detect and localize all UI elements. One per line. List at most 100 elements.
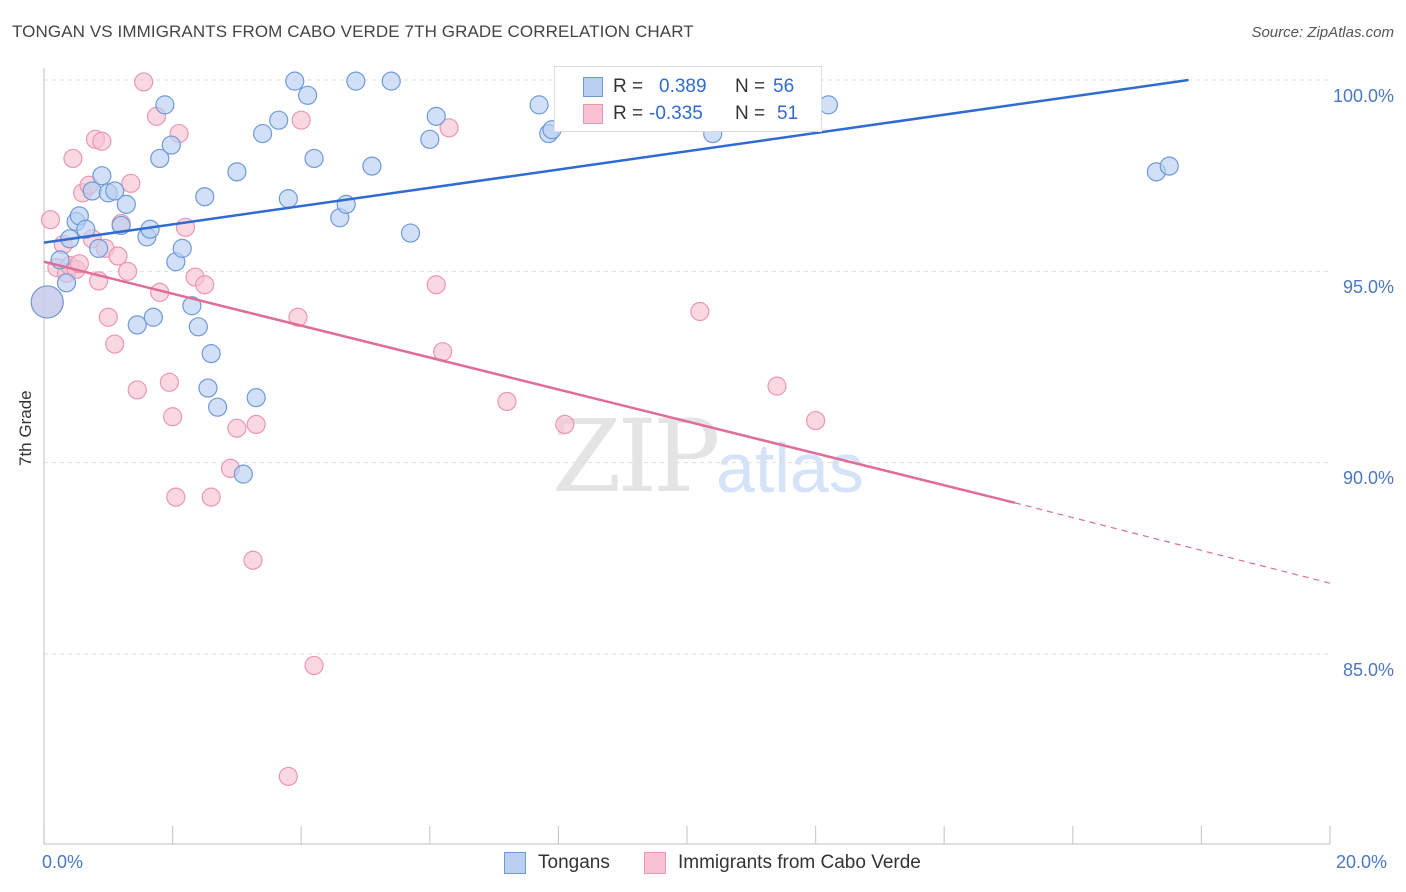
tongans-point bbox=[362, 156, 382, 176]
cabo-verde-point bbox=[304, 655, 324, 676]
tongans-point bbox=[304, 148, 324, 169]
tongans-point bbox=[56, 273, 77, 293]
tongans-point bbox=[818, 95, 839, 115]
y-tick-label: 100.0% bbox=[1332, 86, 1394, 106]
legend-swatch-cabo-verde bbox=[644, 852, 666, 874]
cabo-verde-point bbox=[243, 550, 263, 570]
cabo-verde-point bbox=[288, 307, 308, 327]
tongans-point bbox=[381, 71, 401, 91]
tongans-point bbox=[150, 148, 170, 169]
x-tick-label-max: 20.0% bbox=[1336, 852, 1388, 872]
cabo-verde-point bbox=[195, 275, 215, 295]
trend-line-extension bbox=[1014, 502, 1331, 584]
watermark-zip: ZIP bbox=[552, 398, 720, 515]
cabo-verde-point bbox=[767, 376, 787, 396]
tongans-point bbox=[116, 194, 136, 214]
cabo-verde-point bbox=[227, 418, 247, 438]
tongans-point bbox=[269, 110, 289, 130]
legend-swatch-tongans bbox=[504, 852, 526, 874]
tongans-point bbox=[182, 296, 202, 316]
cabo-verde-point bbox=[166, 487, 186, 507]
tongans-point bbox=[161, 135, 181, 155]
tongans-point bbox=[201, 344, 221, 364]
cabo-verde-point bbox=[555, 414, 575, 434]
legend-swatch-tongans bbox=[583, 77, 603, 97]
cabo-verde-point bbox=[108, 246, 128, 266]
tongans-point bbox=[285, 71, 305, 91]
cabo-verde-point bbox=[805, 410, 826, 431]
trend-line bbox=[43, 260, 1016, 505]
tongans-point bbox=[76, 219, 96, 239]
tongans-point bbox=[30, 285, 64, 319]
legend-r-value: 0.389 bbox=[659, 76, 707, 97]
tongans-point bbox=[198, 378, 218, 398]
legend-item-tongans: Tongans bbox=[504, 852, 610, 874]
tongans-point bbox=[253, 123, 273, 144]
y-axis-label: 7th Grade bbox=[16, 390, 35, 466]
y-tick-label: 95.0% bbox=[1342, 277, 1394, 297]
legend-item-cabo-verde: Immigrants from Cabo Verde bbox=[644, 852, 921, 874]
cabo-verde-point bbox=[497, 391, 517, 412]
legend-swatch-cabo-verde bbox=[583, 104, 603, 124]
cabo-verde-point bbox=[159, 372, 179, 392]
legend-label-tongans: Tongans bbox=[538, 852, 610, 873]
cabo-verde-point bbox=[278, 766, 298, 787]
tongans-point bbox=[246, 388, 266, 408]
trend-line bbox=[43, 78, 1189, 244]
tongans-point bbox=[143, 307, 163, 327]
tongans-point bbox=[233, 464, 253, 484]
cabo-verde-point bbox=[40, 210, 61, 230]
tongans-point bbox=[278, 189, 298, 209]
tongans-point bbox=[529, 95, 549, 115]
legend-r-value: -0.335 bbox=[649, 103, 703, 124]
watermark-atlas: atlas bbox=[716, 429, 864, 507]
legend-n-label: N = bbox=[735, 103, 766, 124]
tongans-point bbox=[1159, 156, 1179, 176]
source-label: Source: ZipAtlas.com bbox=[1251, 24, 1394, 41]
cabo-verde-point bbox=[690, 301, 710, 322]
cabo-verde-point bbox=[117, 261, 138, 281]
cabo-verde-point bbox=[121, 173, 141, 193]
tongans-point bbox=[298, 85, 318, 105]
cabo-verde-point bbox=[92, 131, 112, 151]
y-tick-label: 90.0% bbox=[1342, 468, 1394, 488]
legend-n-label: N = bbox=[735, 76, 766, 97]
tongans-point bbox=[155, 95, 175, 115]
tongans-point bbox=[195, 187, 215, 207]
tongans-point bbox=[105, 181, 125, 201]
tongans-point bbox=[426, 106, 446, 126]
legend-n-value: 51 bbox=[777, 103, 799, 124]
axes bbox=[43, 68, 1331, 845]
series-tongans-points bbox=[30, 71, 1179, 484]
tongans-point bbox=[188, 317, 208, 337]
cabo-verde-point bbox=[105, 334, 125, 354]
cabo-verde-point bbox=[201, 487, 221, 507]
cabo-verde-point bbox=[63, 148, 83, 169]
cabo-verde-point bbox=[127, 380, 147, 400]
tongans-point bbox=[89, 238, 109, 258]
cabo-verde-point bbox=[426, 275, 446, 295]
tongans-point bbox=[172, 238, 192, 258]
tongans-point bbox=[227, 162, 247, 182]
x-tick-label-min: 0.0% bbox=[42, 852, 84, 872]
cabo-verde-point bbox=[98, 307, 118, 327]
stats-legend: R = 0.389 N = 56 R = -0.335 N = 51 bbox=[554, 66, 822, 132]
cabo-verde-point bbox=[134, 72, 154, 92]
tongans-point bbox=[400, 223, 421, 243]
trend-lines bbox=[43, 78, 1331, 584]
cabo-verde-point bbox=[246, 414, 266, 434]
tongans-point bbox=[208, 397, 228, 417]
legend-n-value: 56 bbox=[773, 76, 795, 97]
series-cabo-verde-points bbox=[30, 72, 826, 787]
tongans-point bbox=[127, 315, 147, 335]
tongans-point bbox=[420, 129, 440, 149]
cabo-verde-point bbox=[291, 110, 311, 130]
y-tick-label: 85.0% bbox=[1342, 660, 1394, 680]
cabo-verde-point bbox=[163, 407, 183, 427]
tongans-point bbox=[82, 181, 102, 201]
legend-r-label: R = bbox=[613, 76, 644, 97]
tongans-point bbox=[346, 71, 366, 91]
chart-title: TONGAN VS IMMIGRANTS FROM CABO VERDE 7TH… bbox=[12, 22, 694, 41]
legend-r-label: R = bbox=[613, 103, 644, 124]
